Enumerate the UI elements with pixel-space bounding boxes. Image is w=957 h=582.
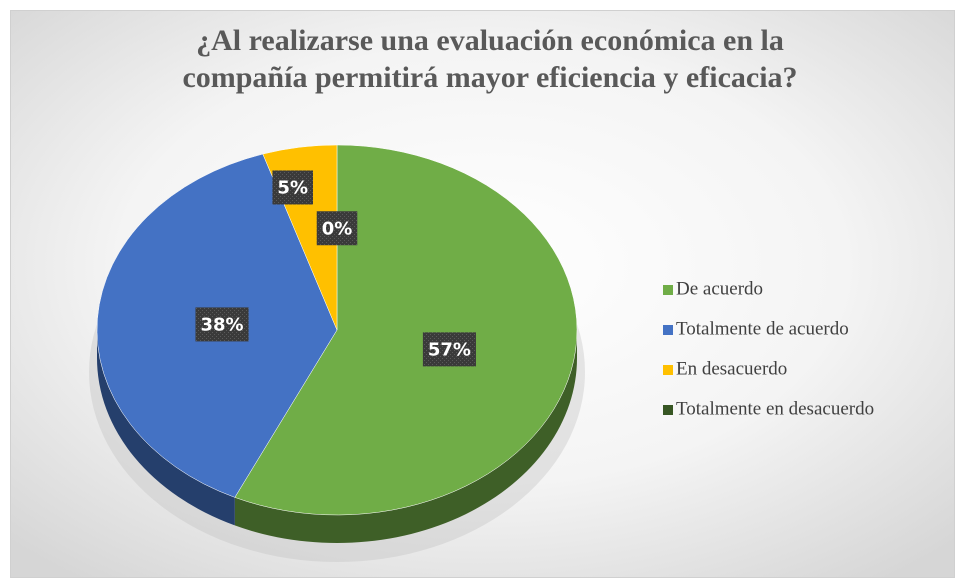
legend-swatch — [663, 405, 673, 415]
slice-side — [97, 330, 235, 526]
legend-label: Totalmente en desacuerdo — [676, 398, 874, 419]
legend-swatch — [663, 285, 673, 295]
legend-swatch — [663, 325, 673, 335]
legend: De acuerdo Totalmente de acuerdo En desacu… — [663, 278, 874, 419]
data-label: 0% — [322, 218, 353, 239]
legend-label: De acuerdo — [676, 278, 763, 299]
legend-swatch — [663, 365, 673, 375]
chart-title: ¿Al realizarse una evaluación económica … — [182, 24, 798, 94]
data-label-box — [422, 332, 476, 367]
legend-label: Totalmente de acuerdo — [676, 318, 849, 339]
data-label: 38% — [200, 314, 243, 335]
slice-side — [234, 330, 577, 543]
data-label-box — [316, 211, 358, 246]
pie — [96, 144, 578, 543]
data-labels: 57% 38% 5% 0% — [195, 170, 476, 367]
data-label: 5% — [277, 177, 308, 198]
legend-label: En desacuerdo — [676, 358, 787, 379]
data-label-box — [272, 170, 313, 205]
slice — [234, 144, 578, 516]
data-label: 57% — [428, 339, 471, 360]
data-label-box — [195, 307, 249, 342]
